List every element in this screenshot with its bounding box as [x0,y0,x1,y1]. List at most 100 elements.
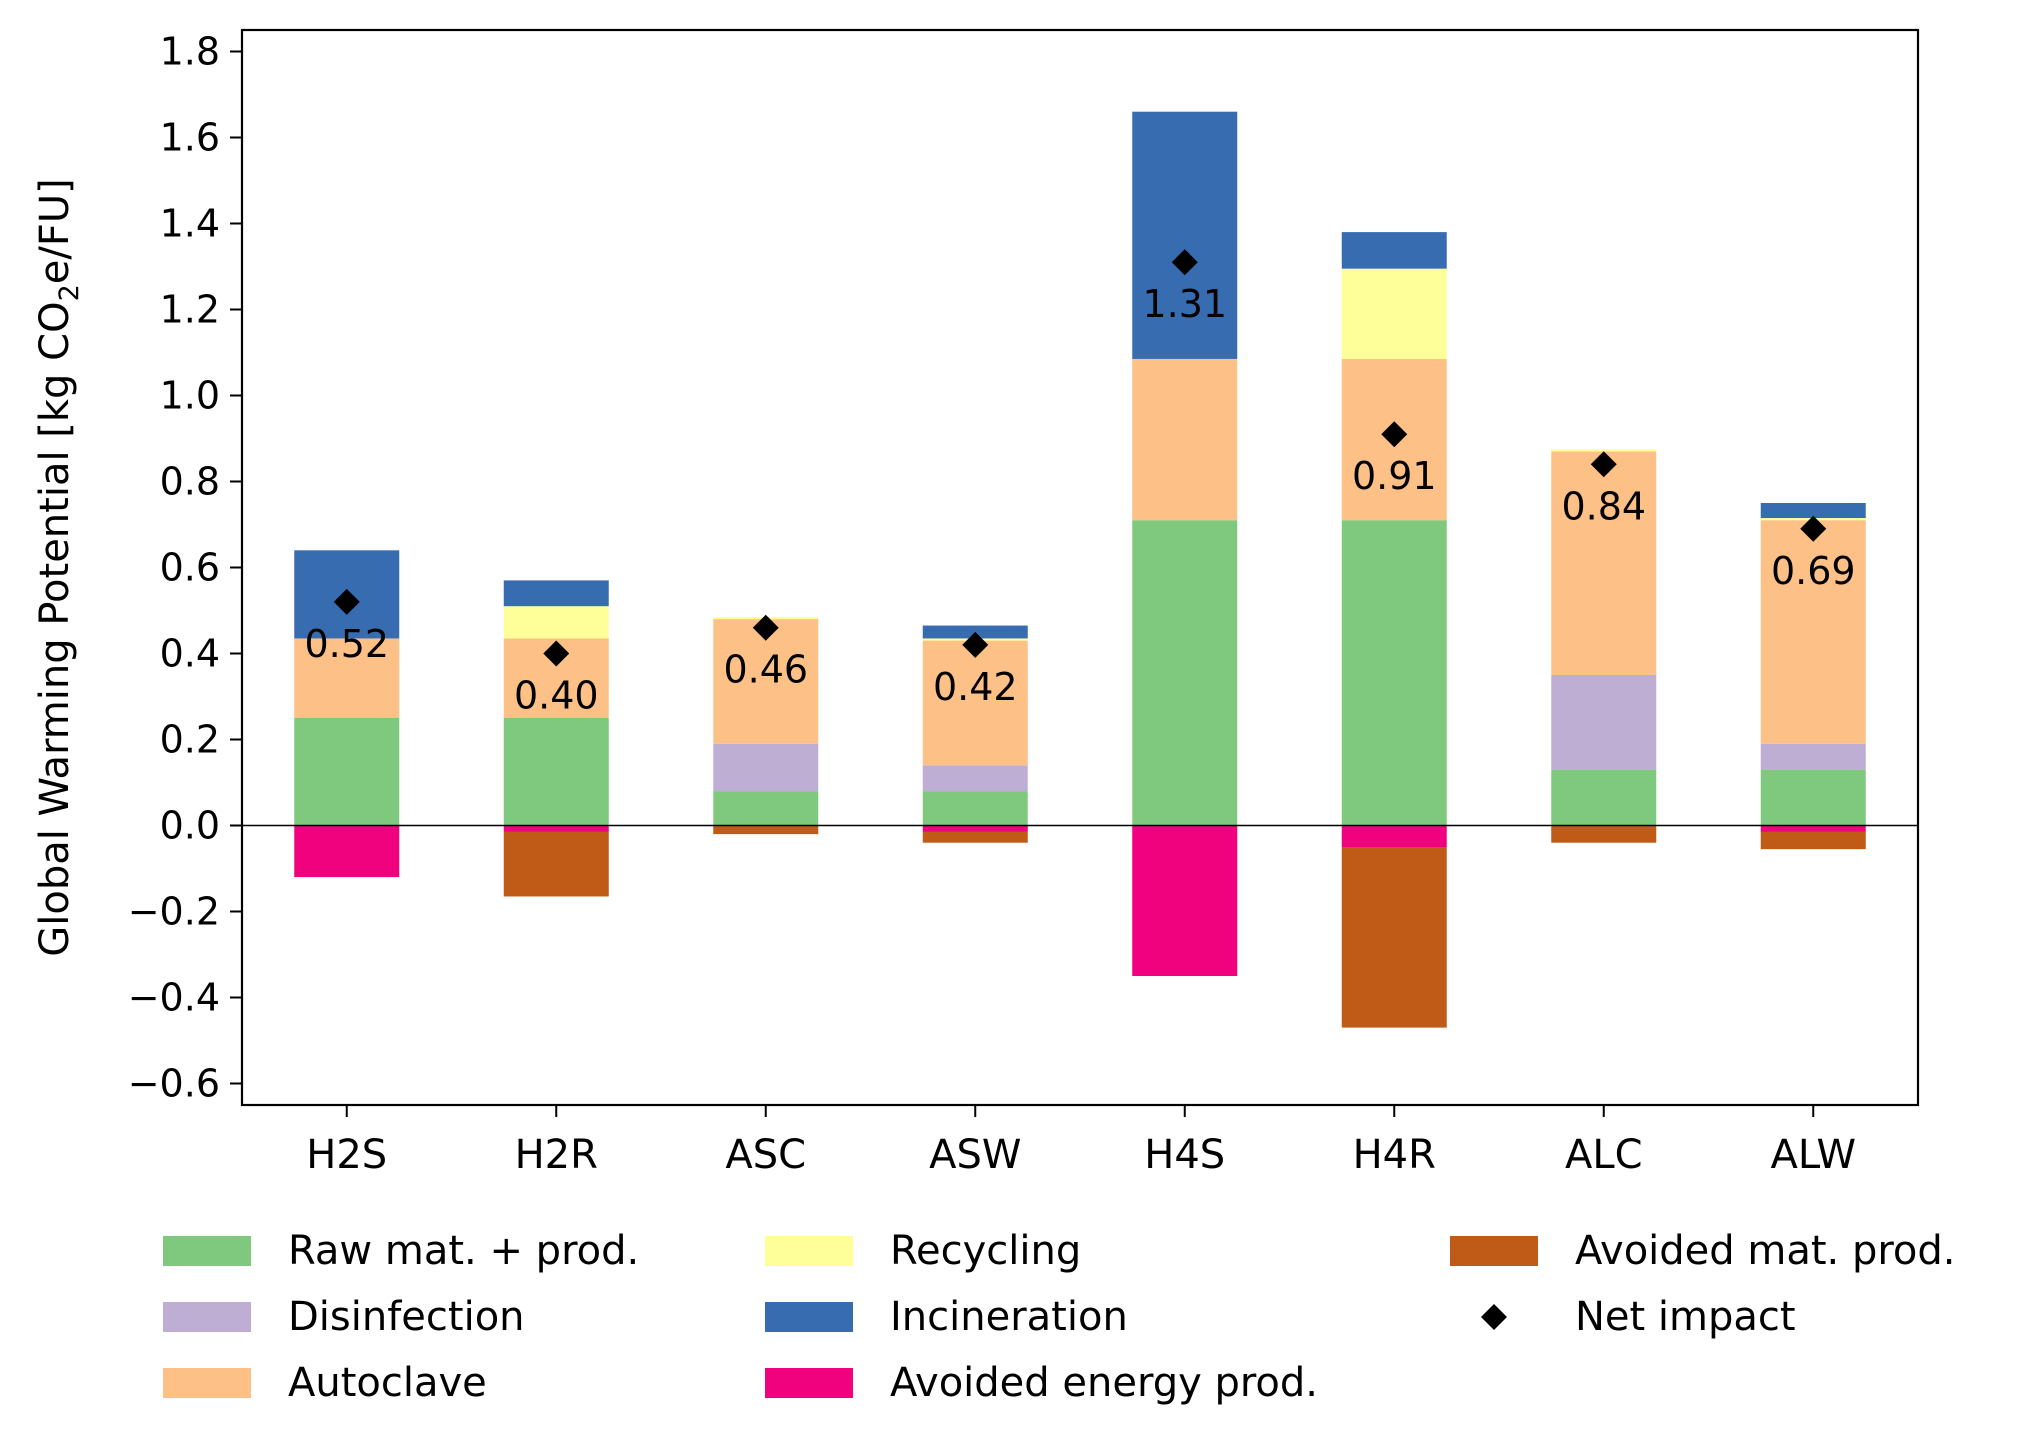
net-impact-marker-alc [1590,451,1617,478]
x-tick-label-h2s: H2S [306,1132,387,1178]
legend-label: Autoclave [288,1360,487,1406]
bar-alw-series-1 [1760,743,1866,770]
y-tick-label: 1.6 [160,116,220,160]
bar-h2r-series-5 [503,825,609,832]
y-tick-label: −0.4 [128,976,220,1020]
x-tick-label-asc: ASC [725,1132,806,1178]
legend-swatch-4 [765,1302,853,1332]
bar-h4s-series-5 [1132,825,1238,976]
net-impact-label-asc: 0.46 [723,648,808,692]
legend-label: Recycling [890,1228,1081,1274]
bar-asw-series-1 [922,765,1028,792]
bar-h4r-series-3 [1341,268,1447,359]
bar-h4s-series-0 [1132,520,1238,826]
bar-alw-series-2 [1760,520,1866,744]
net-impact-label-h4s: 1.31 [1142,282,1227,326]
bar-h2s-series-5 [294,825,400,878]
bars-layer [294,111,1866,1028]
bar-h2s-series-0 [294,718,400,826]
net-impact-marker-h2r [543,640,570,667]
bar-asc-series-6 [713,825,819,835]
y-tick-label: −0.6 [128,1062,220,1106]
bar-alc-series-2 [1551,451,1657,675]
bar-alw-series-5 [1760,825,1866,832]
bar-h2r-series-0 [503,718,609,826]
y-axis-label-subscript: 2 [54,284,85,301]
legend: Raw mat. + prod. Disinfection Autoclave Rec… [163,1228,1956,1406]
bar-alc-series-0 [1551,769,1657,826]
bar-asw-series-2 [922,640,1028,766]
bar-h2r-series-6 [503,831,609,897]
net-impact-marker-asw [962,631,989,658]
x-tick-label-alw: ALW [1770,1132,1856,1178]
legend-swatch-0 [163,1236,251,1266]
bar-h4s-series-2 [1132,358,1238,521]
bar-alc-series-6 [1551,825,1657,843]
bar-asw-series-0 [922,791,1028,826]
legend-swatch-2 [163,1368,251,1398]
y-axis-label-tail: e/FU] [32,178,78,284]
legend-label: Avoided mat. prod. [1575,1228,1956,1274]
y-tick-label: 0.4 [160,632,220,676]
y-tick-label: 0.8 [160,460,220,504]
net-impact-label-alc: 0.84 [1561,484,1646,528]
bar-h4r-series-0 [1341,520,1447,826]
net-impact-marker-h2s [333,588,360,615]
net-impact-marker-asc [752,614,779,641]
x-tick-label-h4s: H4S [1144,1132,1225,1178]
net-impact-label-asw: 0.42 [933,665,1018,709]
bar-alc-series-3 [1551,449,1657,452]
bar-asw-series-5 [922,825,1028,832]
y-tick-label: 1.4 [160,202,220,246]
y-axis-label-main: Global Warming Potential [kg CO [32,301,78,956]
net-impact-layer: 0.52 0.40 0.46 0.42 1.31 0.91 0.84 0.69 [304,249,1856,718]
legend-label: Incineration [890,1294,1128,1340]
bar-alw-series-0 [1760,769,1866,826]
bar-alc-series-1 [1551,675,1657,770]
x-tick-label-asw: ASW [929,1132,1021,1178]
plot-frame [240,28,1920,1107]
bar-h4s-series-4 [1132,111,1238,359]
legend-label: Disinfection [288,1294,525,1340]
net-impact-label-h4r: 0.91 [1352,454,1437,498]
bar-h2r-series-3 [503,606,609,639]
x-tick-label-h2r: H2R [515,1132,598,1178]
y-tick-label: 1.0 [160,374,220,418]
legend-swatch-3 [765,1236,853,1266]
y-tick-label: −0.2 [128,890,220,934]
y-axis: −0.6 −0.4 −0.2 0.0 0.2 0.4 0.6 0.8 1.0 1.2 1.4 1.6 1… [128,30,242,1106]
x-tick-label-alc: ALC [1565,1132,1643,1178]
x-axis: H2S H2R ASC ASW H4S H4R ALC ALW [306,1105,1856,1178]
bar-h2s-series-2 [294,638,400,718]
x-tick-label-h4r: H4R [1353,1132,1436,1178]
bar-h2r-series-4 [503,580,609,607]
net-impact-marker-alw [1800,515,1827,542]
y-axis-label: Global Warming Potential [kg CO2e/FU] [32,178,85,957]
bar-h4r-series-5 [1341,825,1447,847]
net-impact-label-alw: 0.69 [1771,549,1856,593]
legend-swatch-1 [163,1302,251,1332]
legend-label: Avoided energy prod. [890,1360,1318,1406]
legend-label-net-impact: Net impact [1575,1294,1796,1340]
bar-asc-series-0 [713,791,819,826]
bar-asc-series-1 [713,743,819,792]
legend-label: Raw mat. + prod. [288,1228,639,1274]
legend-swatch-5 [765,1368,853,1398]
bar-asw-series-6 [922,831,1028,843]
legend-swatch-6 [1450,1236,1538,1266]
net-impact-marker-h4r [1381,421,1408,448]
y-tick-label: 0.6 [160,546,220,590]
y-tick-label: 0.2 [160,718,220,762]
y-tick-label: 1.8 [160,30,220,74]
bar-h4r-series-6 [1341,847,1447,1028]
net-impact-label-h2s: 0.52 [304,622,389,666]
net-impact-label-h2r: 0.40 [514,674,599,718]
bar-alw-series-4 [1760,503,1866,519]
bar-h4r-series-4 [1341,232,1447,269]
y-tick-label: 1.2 [160,288,220,332]
legend-net-impact-marker [1481,1304,1507,1330]
bar-alw-series-6 [1760,831,1866,850]
y-tick-label: 0.0 [160,804,220,848]
net-impact-marker-h4s [1171,249,1198,276]
